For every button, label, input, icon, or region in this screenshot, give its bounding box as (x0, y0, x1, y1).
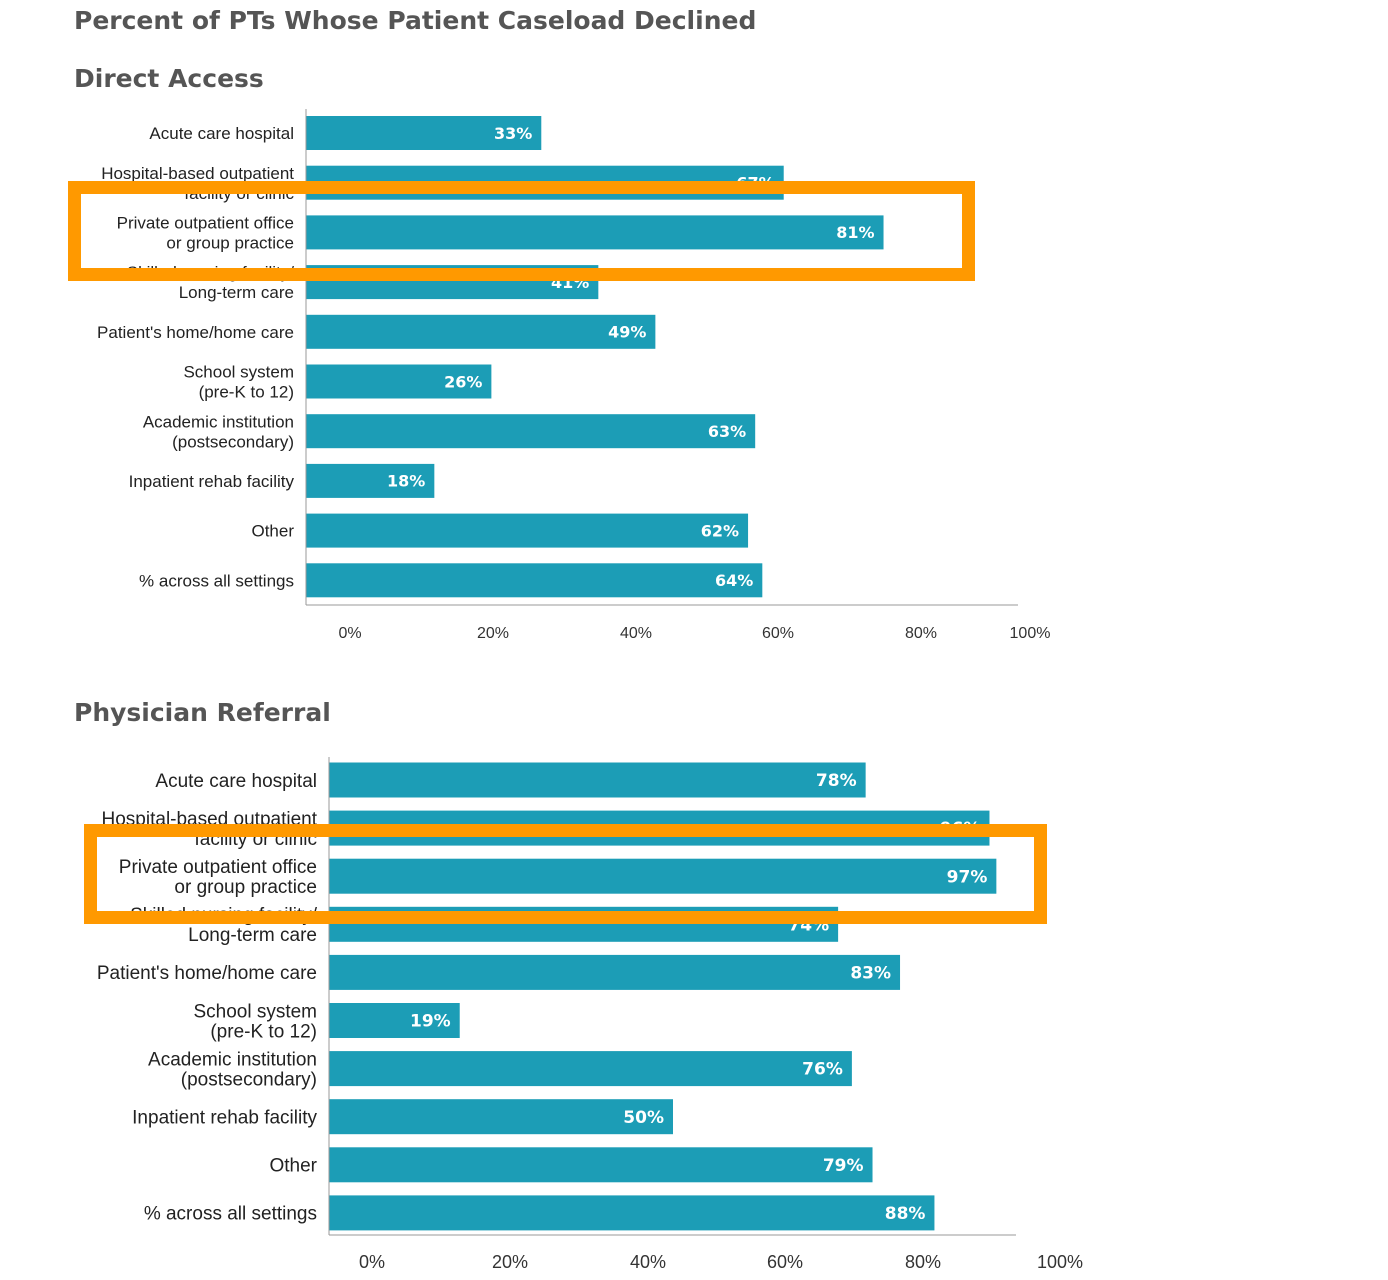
x-tick-label: 60% (767, 1252, 803, 1272)
category-label: Private outpatient office (119, 857, 317, 878)
category-label: Inpatient rehab facility (129, 472, 295, 491)
bar-value-label: 88% (885, 1204, 926, 1224)
category-label: School system (193, 1001, 317, 1022)
bar-acute-care-hospital (306, 116, 542, 150)
category-label: Academic institution (143, 412, 294, 431)
x-tick-label: 100% (1037, 1252, 1083, 1272)
bar-value-label: 64% (715, 571, 753, 590)
bar-value-label: 81% (836, 223, 874, 242)
category-label: Patient's home/home care (97, 323, 294, 342)
category-label: Academic institution (148, 1049, 317, 1070)
category-label: Inpatient rehab facility (132, 1108, 317, 1129)
category-label: Other (269, 1156, 317, 1177)
category-label: Patient's home/home care (97, 963, 317, 984)
bar-value-label: 97% (947, 867, 988, 887)
bar-value-label: 49% (608, 323, 646, 342)
x-tick-label: 40% (630, 1252, 666, 1272)
bar-value-label: 18% (387, 472, 425, 491)
page-title: Percent of PTs Whose Patient Caseload De… (74, 6, 757, 35)
bar-patient-s-home-home-care (306, 314, 656, 349)
bar-across-all-settings (306, 563, 763, 598)
bar-value-label: 33% (494, 124, 532, 143)
category-label: School system (183, 363, 294, 382)
x-tick-label: 40% (620, 625, 652, 642)
category-label: (pre-K to 12) (210, 1021, 317, 1042)
x-tick-label: 0% (359, 1252, 385, 1272)
bar-across-all-settings (329, 1195, 935, 1231)
chart-title-direct-access: Direct Access (74, 64, 264, 93)
bar-academic-institution (329, 1051, 852, 1087)
category-label: or group practice (166, 234, 294, 253)
x-tick-label: 100% (1010, 625, 1051, 642)
x-tick-label: 60% (762, 625, 794, 642)
bar-value-label: 62% (701, 521, 739, 540)
x-tick-label: 0% (338, 625, 361, 642)
bar-other (306, 513, 749, 548)
category-label: Acute care hospital (155, 771, 317, 792)
category-label: Long-term care (188, 925, 317, 946)
highlight-box-physician-referral (84, 824, 1047, 924)
category-label: (postsecondary) (181, 1069, 317, 1090)
category-label: Long-term care (179, 283, 294, 302)
bar-value-label: 63% (708, 422, 746, 441)
bar-value-label: 79% (823, 1156, 864, 1176)
bar-value-label: 83% (850, 964, 891, 984)
x-tick-label: 20% (477, 625, 509, 642)
category-label: Other (251, 522, 294, 541)
bar-private-outpatient-office (306, 215, 884, 250)
chart-title-physician-referral: Physician Referral (74, 698, 331, 727)
bar-value-label: 78% (816, 771, 857, 791)
category-label: (postsecondary) (172, 432, 294, 451)
bar-value-label: 76% (802, 1060, 843, 1080)
x-tick-label: 20% (492, 1252, 528, 1272)
category-label: or group practice (174, 877, 317, 898)
x-tick-label: 80% (905, 1252, 941, 1272)
bar-inpatient-rehab-facility (306, 463, 435, 498)
bar-acute-care-hospital (329, 762, 866, 798)
bar-inpatient-rehab-facility (329, 1099, 673, 1135)
category-label: % across all settings (139, 571, 294, 590)
highlight-box-direct-access (68, 181, 975, 281)
bar-academic-institution (306, 414, 756, 449)
bar-school-system (306, 364, 492, 399)
category-label: Acute care hospital (149, 124, 294, 143)
bar-other (329, 1147, 873, 1183)
x-tick-label: 80% (905, 625, 937, 642)
bar-value-label: 50% (623, 1108, 664, 1128)
category-label: % across all settings (144, 1204, 317, 1225)
bar-patient-s-home-home-care (329, 954, 901, 990)
category-label: Private outpatient office (117, 214, 294, 233)
physician-referral-chart: 78%Acute care hospital96%Hospital-based … (97, 757, 1083, 1272)
category-label: Hospital-based outpatient (101, 164, 294, 183)
bar-private-outpatient-office (329, 858, 997, 894)
bar-value-label: 26% (444, 372, 482, 391)
bar-value-label: 19% (410, 1012, 451, 1032)
category-label: (pre-K to 12) (199, 383, 294, 402)
bar-school-system (329, 1003, 460, 1038)
